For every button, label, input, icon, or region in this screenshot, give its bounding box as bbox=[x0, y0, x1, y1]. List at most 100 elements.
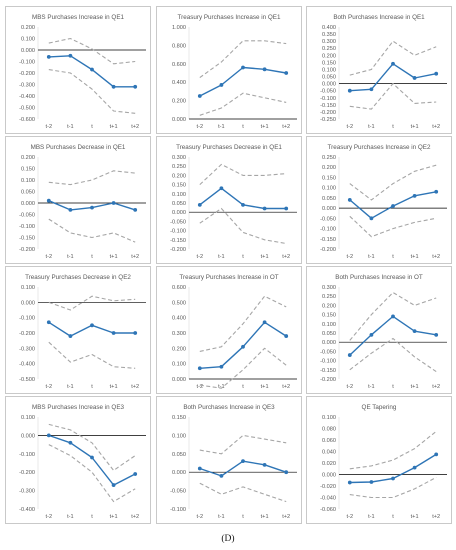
y-tick-label: 0.300 bbox=[172, 155, 186, 161]
estimate-line bbox=[199, 66, 287, 97]
x-tick-label: t+2 bbox=[282, 254, 290, 260]
y-tick-label: 0.000 bbox=[322, 473, 336, 479]
y-tick-label: 0.050 bbox=[172, 201, 186, 207]
chart-plot: -0.200 -0.150 -0.100 -0.050 0.000 0.050 0.100 0… bbox=[320, 155, 447, 260]
estimate-point bbox=[347, 353, 352, 357]
x-tick-label: t+2 bbox=[131, 384, 139, 390]
upper-band-line bbox=[48, 295, 136, 311]
estimate-point bbox=[219, 364, 224, 369]
x-tick-label: t+2 bbox=[432, 124, 440, 130]
y-tick-label: 0.000 bbox=[172, 470, 186, 476]
lower-band-line bbox=[349, 337, 437, 373]
y-tick-label: 0.400 bbox=[172, 80, 186, 86]
chart-panel: QE Tapering -0.060 -0.040 -0.020 0.000 0.020 0… bbox=[306, 396, 452, 524]
x-tick-label: t-1 bbox=[218, 384, 225, 390]
estimate-point bbox=[133, 208, 138, 212]
x-tick-label: t+1 bbox=[110, 514, 118, 520]
x-tick-label: t+2 bbox=[432, 514, 440, 520]
lower-band-line bbox=[199, 347, 287, 389]
y-tick-label: -0.150 bbox=[320, 237, 336, 243]
y-tick-label: 0.200 bbox=[172, 99, 186, 105]
estimate-point bbox=[412, 193, 417, 198]
estimate-point bbox=[90, 205, 94, 210]
lower-band-line bbox=[199, 92, 287, 116]
y-tick-label: 0.080 bbox=[322, 427, 336, 433]
y-tick-label: 0.100 bbox=[322, 415, 336, 421]
y-tick-label: -0.150 bbox=[170, 238, 186, 244]
estimate-point bbox=[111, 201, 116, 205]
x-tick-label: t-1 bbox=[368, 514, 375, 520]
chart-title: MBS Purchases Increase in QE1 bbox=[31, 14, 125, 21]
upper-band-line bbox=[349, 291, 437, 341]
estimate-point bbox=[90, 455, 94, 460]
chart-title: MBS Purchases Increase in QE3 bbox=[31, 404, 125, 411]
y-tick-label: -0.020 bbox=[320, 484, 336, 490]
estimate-point bbox=[111, 84, 116, 89]
y-tick-label: -0.100 bbox=[170, 507, 186, 513]
x-tick-label: t+2 bbox=[131, 254, 139, 260]
estimate-point bbox=[262, 67, 267, 72]
y-tick-label: 0.100 bbox=[21, 178, 35, 184]
y-tick-label: 0.250 bbox=[322, 294, 336, 300]
y-tick-label: -0.200 bbox=[19, 331, 35, 337]
y-tick-label: 0.300 bbox=[322, 39, 336, 45]
x-tick-label: t+1 bbox=[110, 124, 118, 130]
upper-band-line bbox=[199, 295, 287, 352]
y-tick-label: 0.400 bbox=[172, 316, 186, 322]
y-tick-label: 0.200 bbox=[322, 53, 336, 59]
y-tick-label: 0.200 bbox=[21, 25, 35, 31]
lower-band-line bbox=[199, 482, 287, 503]
upper-band-line bbox=[349, 430, 437, 470]
y-tick-label: 0.150 bbox=[172, 183, 186, 189]
chart-panel: MBS Purchases Decrease in QE1 -0.200 -0.15… bbox=[5, 136, 151, 264]
upper-band-line bbox=[349, 164, 437, 201]
estimate-point bbox=[68, 208, 73, 212]
y-tick-label: 0.300 bbox=[322, 285, 336, 291]
estimate-point bbox=[284, 206, 289, 211]
chart-panel: Both Purchases Increase in QE1 -0.250 -0.2… bbox=[306, 6, 452, 134]
lower-band-line bbox=[349, 215, 437, 238]
y-tick-label: 0.100 bbox=[322, 186, 336, 192]
y-tick-label: 0.100 bbox=[322, 67, 336, 73]
x-tick-label: t-1 bbox=[218, 514, 225, 520]
y-tick-label: 0.100 bbox=[172, 192, 186, 198]
y-tick-label: 0.200 bbox=[172, 173, 186, 179]
chart-plot: 0.000 0.200 0.400 0.600 0.800 1.000 t-2 t-1 t t+1… bbox=[172, 25, 297, 130]
x-tick-label: t+2 bbox=[432, 254, 440, 260]
x-tick-label: t+1 bbox=[110, 384, 118, 390]
lower-band-line bbox=[199, 207, 287, 245]
x-tick-label: t bbox=[392, 124, 394, 130]
y-tick-label: 0.100 bbox=[21, 415, 35, 421]
estimate-point bbox=[68, 53, 73, 58]
estimate-point bbox=[369, 87, 374, 92]
x-tick-label: t bbox=[91, 384, 93, 390]
chart-panel: Treasury Purchases Decrease in QE1 -0.200… bbox=[156, 136, 302, 264]
x-tick-label: t+1 bbox=[411, 124, 419, 130]
y-tick-label: 0.200 bbox=[21, 155, 35, 161]
y-tick-label: -0.050 bbox=[320, 216, 336, 222]
x-tick-label: t-2 bbox=[197, 384, 204, 390]
estimate-point bbox=[46, 320, 51, 325]
x-tick-label: t+2 bbox=[282, 384, 290, 390]
y-tick-label: -0.400 bbox=[19, 507, 35, 513]
upper-band-line bbox=[199, 434, 287, 455]
x-tick-label: t-2 bbox=[46, 514, 53, 520]
y-tick-label: 0.250 bbox=[322, 155, 336, 161]
y-tick-label: -0.150 bbox=[320, 103, 336, 109]
y-tick-label: -0.150 bbox=[320, 368, 336, 374]
y-tick-label: 0.150 bbox=[172, 415, 186, 421]
x-tick-label: t-1 bbox=[368, 124, 375, 130]
estimate-line bbox=[199, 460, 287, 477]
y-tick-label: 0.800 bbox=[172, 43, 186, 49]
chart-title: Treasury Purchases Increase in OT bbox=[179, 274, 279, 281]
x-tick-label: t+1 bbox=[411, 384, 419, 390]
x-tick-label: t+2 bbox=[282, 124, 290, 130]
y-tick-label: 0.600 bbox=[172, 62, 186, 68]
chart-plot: -0.200 -0.150 -0.100 -0.050 0.000 0.050 0.100 0… bbox=[320, 285, 447, 390]
y-tick-label: 0.050 bbox=[322, 196, 336, 202]
x-tick-label: t+2 bbox=[131, 514, 139, 520]
x-tick-label: t-2 bbox=[347, 254, 354, 260]
y-tick-label: 0.400 bbox=[322, 25, 336, 31]
x-tick-label: t-2 bbox=[347, 384, 354, 390]
